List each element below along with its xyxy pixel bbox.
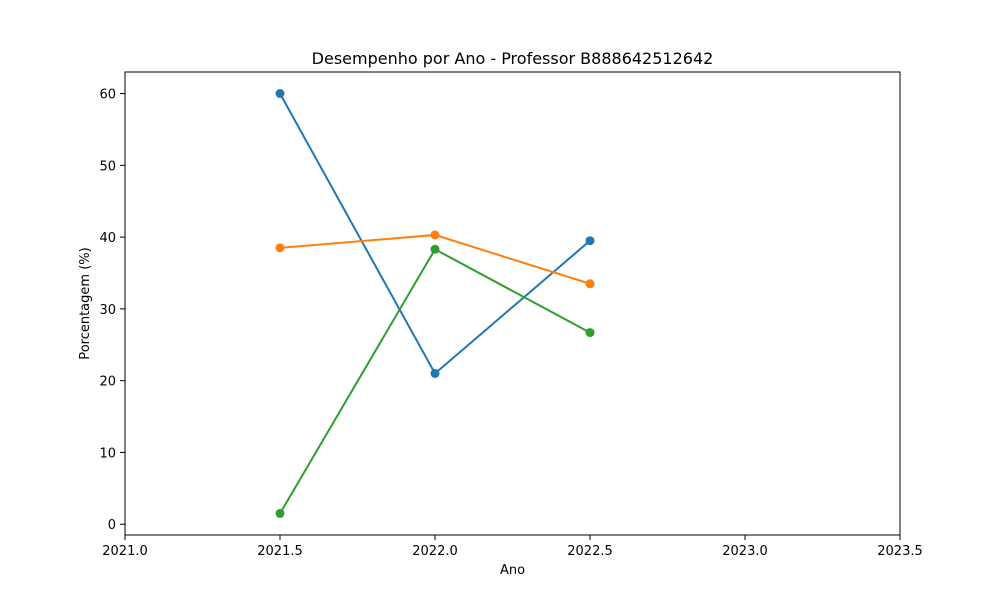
y-tick-label: 60 [99, 88, 116, 103]
plot-frame [124, 71, 901, 536]
x-tick-label: 2022.5 [567, 544, 613, 559]
series-2-point [430, 230, 440, 240]
y-axis-title: Porcentagem (%) [78, 247, 93, 359]
series-2-point [275, 243, 285, 253]
series-1-point [430, 368, 440, 378]
series-3-point [430, 244, 440, 254]
y-tick-label: 50 [99, 159, 116, 174]
y-tick-label: 10 [99, 446, 116, 461]
series-3-point [585, 328, 595, 338]
series-2-point [585, 279, 595, 289]
x-tick-label: 2021.0 [102, 544, 148, 559]
x-tick-label: 2022.0 [412, 544, 458, 559]
x-axis-title: Ano [500, 563, 525, 578]
y-tick-label: 0 [108, 518, 116, 533]
y-tick-label: 20 [99, 375, 116, 390]
series-3-point [275, 508, 285, 518]
plot-area [275, 89, 595, 518]
y-tick-label: 30 [99, 303, 116, 318]
y-tick-label: 40 [99, 231, 116, 246]
x-tick-label: 2021.5 [257, 544, 303, 559]
series-1-point [585, 236, 595, 246]
x-tick-label: 2023.0 [722, 544, 768, 559]
series-1-point [275, 89, 285, 99]
x-tick-label: 2023.5 [877, 544, 923, 559]
x-axis: 2021.0 2021.5 2022.0 2022.5 2023.0 2023.5 [102, 535, 923, 559]
y-axis: 0 10 20 30 40 50 60 [99, 88, 125, 533]
chart-title: Desempenho por Ano - Professor B88864251… [312, 49, 714, 68]
